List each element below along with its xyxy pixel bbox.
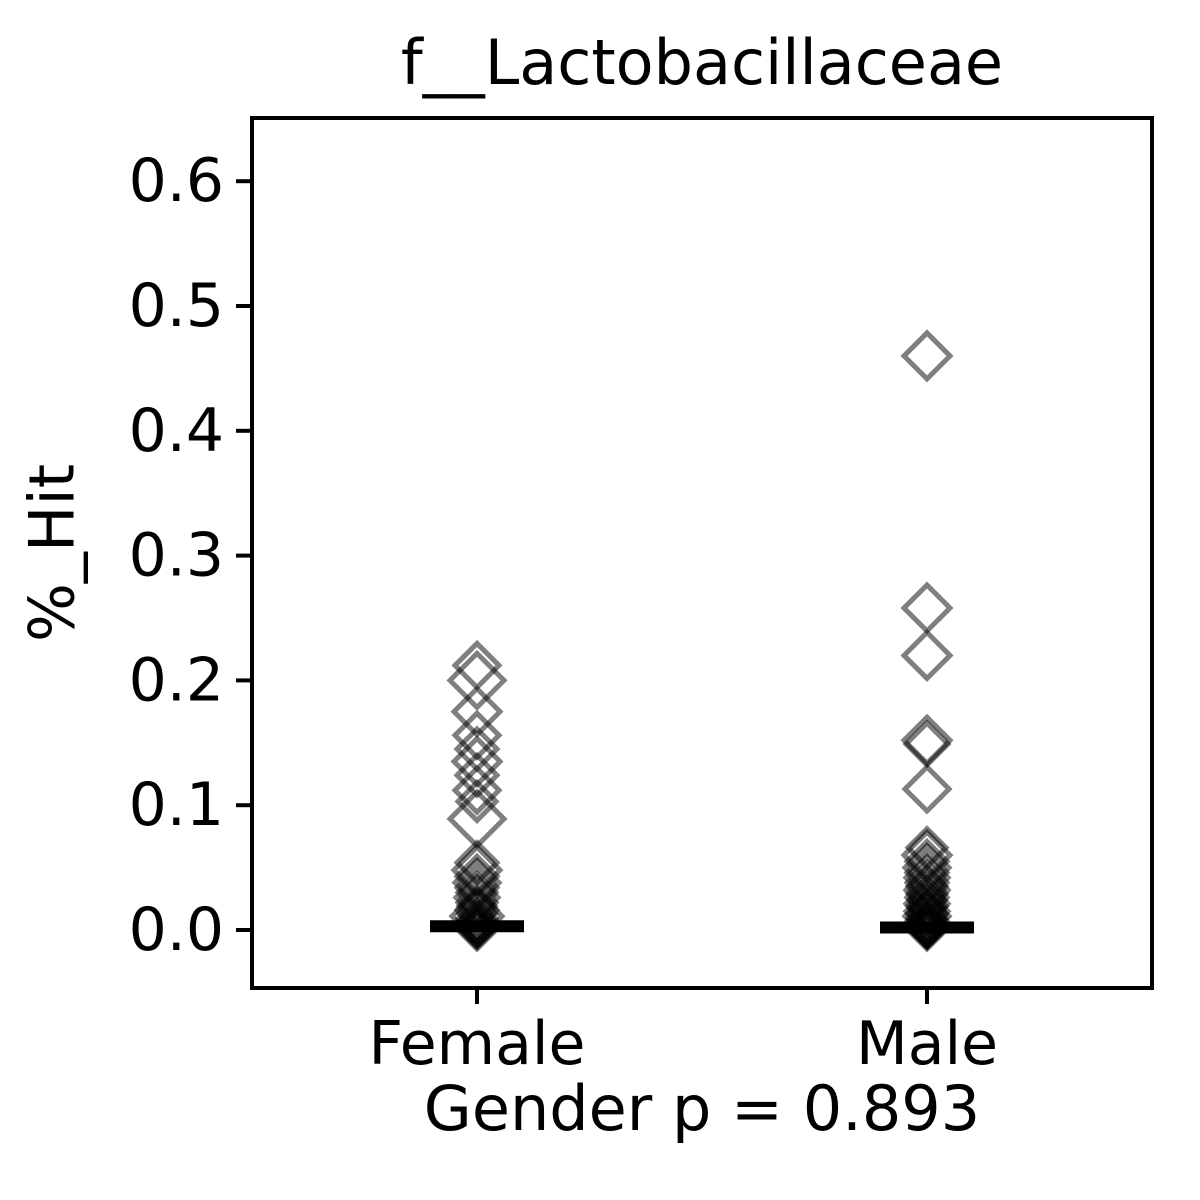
- data-point-diamond-female: [446, 649, 508, 711]
- data-point-diamond-male: [900, 581, 954, 635]
- x-tick-label-male: Male: [856, 1009, 998, 1079]
- axes-frame: [250, 116, 1154, 990]
- data-point-diamond-female: [450, 685, 504, 739]
- data-point-diamond-male: [901, 763, 953, 815]
- data-point-diamond-male: [900, 628, 954, 682]
- y-tick-label: 0.3: [129, 521, 224, 591]
- y-tick-label: 0.4: [129, 396, 224, 466]
- chart-title: f__Lactobacillaceae: [400, 26, 1004, 99]
- x-axis-label: Gender p = 0.893: [423, 1072, 981, 1145]
- y-tick-label: 0.5: [129, 271, 224, 341]
- x-tick-label-female: Female: [369, 1009, 586, 1079]
- y-tick-label: 0.0: [129, 895, 224, 965]
- y-tick-label: 0.6: [129, 146, 224, 216]
- y-tick-label: 0.1: [129, 770, 224, 840]
- data-point-diamond-female: [454, 778, 500, 824]
- y-tick-label: 0.2: [129, 645, 224, 715]
- data-point-diamond-female: [451, 764, 503, 816]
- data-point-diamond-male: [900, 329, 954, 383]
